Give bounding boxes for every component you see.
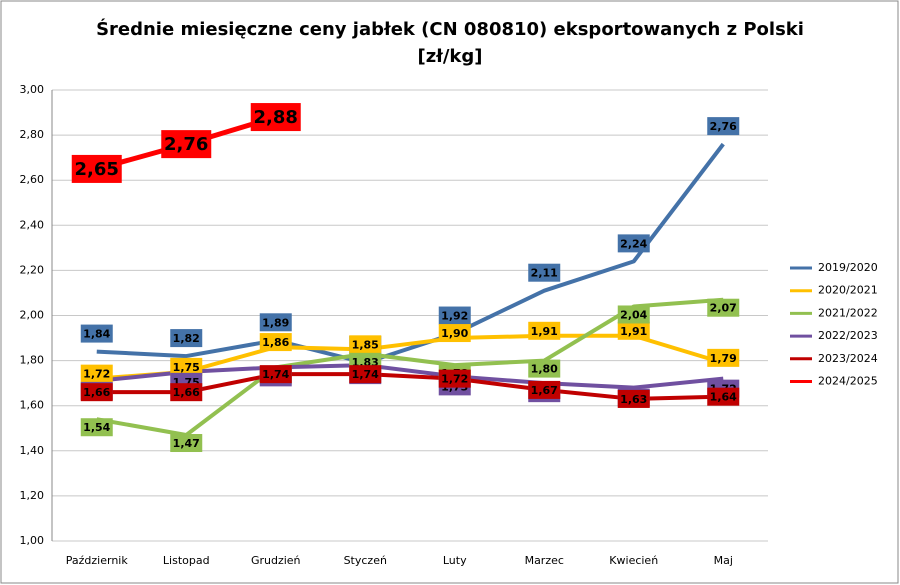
series-line: [96, 142, 725, 365]
data-label-bg: [259, 365, 292, 384]
data-label: 1,75: [173, 361, 200, 374]
data-label: 1,72: [441, 373, 468, 386]
data-label-bg: [617, 234, 650, 253]
data-label: 1,66: [173, 386, 200, 399]
data-label: 1,72: [83, 368, 110, 381]
data-label: 2,24: [620, 237, 647, 250]
data-label: 1,92: [441, 310, 468, 323]
data-label-bg: [438, 369, 471, 388]
data-label: 1,80: [531, 363, 558, 376]
data-label: 1,84: [83, 328, 110, 341]
x-tick-label: Październik: [66, 554, 129, 567]
x-tick-label: Styczeń: [344, 554, 387, 567]
legend-label: 2023/2024: [818, 352, 878, 365]
legend-label: 2021/2022: [818, 306, 878, 319]
y-tick-label: 2,60: [20, 173, 45, 186]
data-label: 2,07: [710, 302, 737, 315]
x-tick-label: Listopad: [163, 554, 210, 567]
data-label-bg: [161, 130, 212, 159]
y-tick-label: 2,20: [20, 263, 45, 276]
data-label: 1,74: [352, 368, 379, 381]
y-tick-label: 1,00: [20, 534, 45, 547]
data-label-bg: [170, 434, 203, 453]
data-label-bg: [707, 298, 740, 317]
data-label-bg: [438, 306, 471, 325]
data-label: 1,91: [620, 325, 647, 338]
data-label: 2,76: [164, 134, 208, 155]
legend-label: 2019/2020: [818, 261, 878, 274]
data-label-bg: [349, 365, 382, 384]
data-label-bg: [259, 333, 292, 352]
data-label: 1,67: [531, 384, 558, 397]
data-label-bg: [170, 383, 203, 402]
data-label: 1,63: [620, 393, 647, 406]
data-label: 1,82: [173, 332, 200, 345]
data-label: 1,74: [262, 368, 289, 381]
y-tick-label: 1,80: [20, 354, 45, 367]
data-label: 2,88: [254, 107, 298, 128]
data-label: 2,11: [531, 267, 558, 280]
chart-title: Średnie miesięczne ceny jabłek (CN 08081…: [96, 18, 804, 40]
data-label-bg: [170, 357, 203, 376]
legend-label: 2022/2023: [818, 329, 878, 342]
data-label-bg: [259, 313, 292, 332]
data-label-bg: [528, 380, 561, 399]
data-label: 2,76: [710, 120, 737, 133]
data-label-bg: [617, 321, 650, 340]
data-label-bg: [80, 364, 113, 383]
x-tick-label: Maj: [714, 554, 733, 567]
data-label: 2,65: [75, 159, 119, 180]
data-label: 1,90: [441, 327, 468, 340]
legend-label: 2024/2025: [818, 375, 878, 388]
data-label: 1,47: [173, 437, 200, 450]
chart-title: [zł/kg]: [417, 46, 482, 67]
data-label-bg: [80, 418, 113, 437]
data-label: 1,64: [710, 391, 737, 404]
x-tick-label: Kwiecień: [609, 554, 658, 567]
y-tick-label: 1,60: [20, 399, 45, 412]
data-label-bg: [528, 321, 561, 340]
data-label-bg: [80, 383, 113, 402]
data-label: 1,91: [531, 325, 558, 338]
data-label-bg: [438, 324, 471, 343]
data-label-bg: [617, 389, 650, 408]
y-tick-label: 1,40: [20, 444, 45, 457]
data-label-bg: [707, 117, 740, 136]
data-label: 1,86: [262, 336, 289, 349]
x-tick-label: Luty: [443, 554, 467, 567]
y-tick-label: 2,80: [20, 128, 45, 141]
y-tick-label: 1,20: [20, 489, 45, 502]
data-label-bg: [707, 348, 740, 367]
data-label-bg: [707, 387, 740, 406]
data-label: 2,04: [620, 308, 647, 321]
data-label: 1,89: [262, 316, 289, 329]
y-tick-label: 2,40: [20, 218, 45, 231]
y-tick-label: 2,00: [20, 309, 45, 322]
data-label-bg: [617, 305, 650, 324]
data-label: 1,79: [710, 352, 737, 365]
x-tick-label: Marzec: [525, 554, 564, 567]
x-tick-label: Grudzień: [251, 554, 301, 567]
data-label-bg: [170, 329, 203, 348]
y-tick-label: 3,00: [20, 83, 45, 96]
data-label: 1,54: [83, 421, 110, 434]
data-label-bg: [528, 263, 561, 282]
data-label-bg: [71, 154, 122, 183]
data-label-bg: [528, 359, 561, 378]
data-label-bg: [250, 103, 301, 132]
data-label-bg: [80, 324, 113, 343]
legend-label: 2020/2021: [818, 284, 878, 297]
data-label: 1,85: [352, 338, 379, 351]
data-label: 1,66: [83, 386, 110, 399]
data-label-bg: [349, 335, 382, 354]
